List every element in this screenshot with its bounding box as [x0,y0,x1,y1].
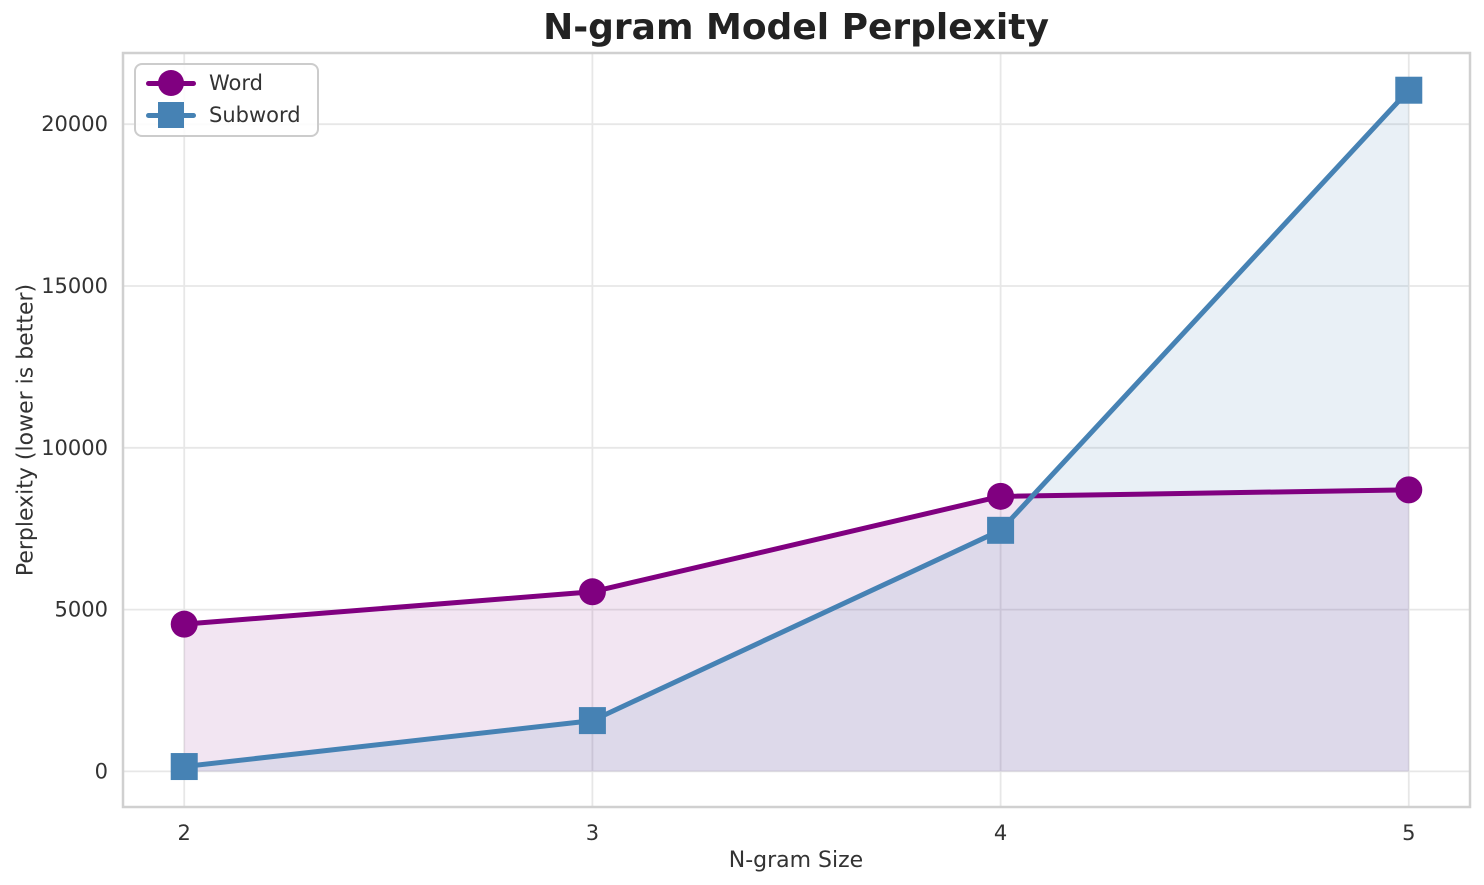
area-fill-subword [184,90,1409,772]
marker-subword-5 [1395,76,1423,104]
legend-item-word: Word [146,67,301,99]
marker-word-4 [987,482,1015,510]
x-tick-label-4: 4 [994,821,1007,845]
legend-label-subword: Subword [209,103,301,127]
series-line-subword [181,87,1412,770]
area-fills [184,90,1409,772]
marker-subword-4 [987,516,1015,544]
series-lines-and-markers [170,76,1423,781]
x-tick-label-3: 3 [586,821,599,845]
y-axis-label: Perplexity (lower is better) [14,284,39,576]
marker-subword-2 [170,753,198,781]
y-tick-label-15000: 15000 [41,274,108,298]
y-tick-label-20000: 20000 [41,112,108,136]
y-tick-label-10000: 10000 [41,436,108,460]
x-axis-label: N-gram Size [729,848,863,873]
tick-labels: 0 5000 10000 15000 20000 2 3 4 5 [41,112,1415,845]
marker-word-3 [578,578,606,606]
chart-title: N-gram Model Perplexity [543,7,1049,48]
y-tick-label-5000: 5000 [55,598,108,622]
y-tick-label-0: 0 [95,759,108,783]
x-tick-label-5: 5 [1402,821,1415,845]
legend: Word Subword [134,63,319,137]
marker-word-5 [1395,476,1423,504]
x-tick-label-2: 2 [178,821,191,845]
marker-subword-3 [578,707,606,735]
series-line-word [181,487,1412,627]
legend-item-subword: Subword [146,99,301,131]
legend-circle-marker-icon [146,69,196,97]
marker-word-2 [170,610,198,638]
area-fill-word [184,489,1409,772]
legend-label-word: Word [209,71,263,95]
legend-square-marker-icon [146,101,196,129]
plot-frame [121,51,1472,809]
